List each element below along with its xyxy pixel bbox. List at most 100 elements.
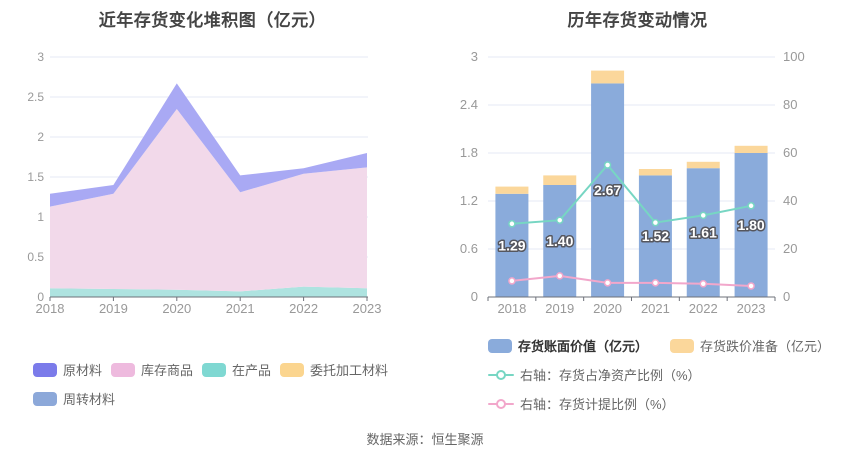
legend-label: 在产品 — [232, 363, 272, 378]
x-tick-label: 2021 — [641, 301, 670, 316]
area-band-1 — [50, 109, 367, 292]
area-band-0 — [50, 286, 367, 297]
line-series-1 — [511, 274, 752, 287]
legend-label: 库存商品 — [141, 363, 194, 378]
legend-label: 委托加工材料 — [310, 363, 389, 378]
line-point — [556, 272, 564, 280]
right-tick-label: 0 — [783, 289, 790, 304]
x-tick-label: 2021 — [226, 301, 255, 316]
legend-swatch-icon — [111, 362, 136, 377]
left-tick-label: 0.6 — [460, 241, 478, 256]
bar-book-value — [734, 153, 768, 297]
y-tick-label: 3 — [37, 50, 44, 64]
y-tick-label: 1.5 — [27, 170, 44, 184]
bar-value-label: 1.29 — [498, 237, 525, 253]
y-tick-label: 0.5 — [27, 250, 44, 264]
right-tick-label: 40 — [783, 193, 797, 208]
stacked-area-chart-panel: 近年存货变化堆积图（亿元） 0 0.5 1 1.5 2 2.5 3 2018 2019 2020 2… — [27, 11, 405, 408]
x-tick-label: 2018 — [497, 301, 526, 316]
legend-item[interactable]: 右轴：存货占净资产比例（%） — [488, 365, 701, 384]
legend-label: 存货账面价值（亿元） — [518, 339, 649, 354]
bar-line-chart: 1.29 1.40 2.67 1.52 1.61 1.80 0 0.6 1.2 1.8 2.4 3 0 2… — [460, 49, 805, 316]
legend-label: 原材料 — [63, 363, 103, 378]
line-point — [603, 279, 612, 287]
bar-price-reserve — [591, 70, 625, 84]
y-tick-label: 2.5 — [27, 90, 44, 104]
data-source-note: 数据来源：恒生聚源 — [366, 432, 484, 447]
legend-swatch-icon — [488, 338, 512, 353]
line-point — [508, 277, 516, 285]
x-tick-label: 2020 — [162, 301, 191, 316]
x-tick-label: 2023 — [737, 301, 766, 316]
legend-label: 右轴：存货计提比例（%） — [520, 397, 675, 412]
x-tick-label: 2022 — [689, 301, 718, 316]
legend-item[interactable]: 库存商品 — [111, 360, 193, 379]
left-tick-label: 2.4 — [460, 97, 478, 112]
x-tick-label: 2022 — [289, 301, 318, 316]
line-point — [699, 280, 707, 288]
line-point — [556, 216, 564, 224]
bar-price-reserve — [543, 175, 577, 185]
legend-swatch-icon — [33, 391, 57, 406]
legend-line-marker-icon — [488, 397, 514, 411]
x-tick-label: 2023 — [353, 301, 382, 316]
bar-book-value — [686, 168, 720, 297]
legend-item[interactable]: 右轴：存货计提比例（%） — [488, 394, 675, 413]
legend-swatch-icon — [280, 362, 305, 377]
x-tick-label: 2019 — [99, 301, 128, 316]
bar-book-value — [638, 175, 672, 297]
bar-price-reserve — [686, 161, 720, 169]
legend-row: 存货账面价值（亿元） 存货跌价准备（亿元） — [488, 336, 830, 355]
line-series-0 — [511, 163, 752, 225]
y-tick-label: 1 — [37, 210, 44, 224]
x-tick-label: 2020 — [593, 301, 622, 316]
legend-item[interactable]: 原材料 — [33, 360, 102, 379]
bar-book-value — [591, 83, 625, 298]
right-tick-label: 20 — [783, 241, 797, 256]
legend-swatch-icon — [670, 338, 695, 353]
line-point — [699, 211, 707, 220]
line-point — [651, 279, 660, 287]
line-point — [747, 202, 755, 210]
left-tick-label: 0 — [471, 289, 478, 304]
stacked-area-chart: 0 0.5 1 1.5 2 2.5 3 2018 2019 2020 2021 2022 2023 — [27, 50, 382, 316]
bar-value-label: 1.80 — [737, 217, 764, 233]
legend-item[interactable]: 存货账面价值（亿元） — [488, 336, 648, 355]
bar-price-reserve — [734, 145, 768, 153]
y-tick-label: 2 — [37, 130, 44, 144]
line-point — [603, 161, 612, 169]
right-tick-label: 100 — [783, 49, 805, 64]
bar-price-reserve — [495, 186, 529, 194]
right-tick-label: 60 — [783, 145, 797, 160]
legend-swatch-icon — [33, 362, 57, 377]
y-tick-label: 0 — [37, 290, 44, 304]
bar-value-label: 2.67 — [594, 182, 621, 198]
legend-item[interactable]: 在产品 — [202, 360, 271, 379]
legend-label: 存货跌价准备（亿元） — [700, 339, 831, 354]
legend-item[interactable]: 周转材料 — [33, 389, 115, 408]
legend-item[interactable]: 存货跌价准备（亿元） — [670, 336, 830, 355]
bar-line-chart-panel: 历年存货变动情况 1.29 1.40 2.67 1.52 1.61 1.80 0 0.6 1.2… — [425, 0, 850, 459]
left-tick-label: 1.2 — [460, 193, 478, 208]
x-tick-label: 2018 — [36, 301, 65, 316]
legend-label: 周转材料 — [63, 392, 116, 407]
left-tick-label: 1.8 — [460, 145, 478, 160]
right-chart-title: 历年存货变动情况 — [567, 11, 708, 30]
bar-price-reserve — [638, 169, 672, 176]
bar-value-label: 1.52 — [642, 228, 669, 244]
line-point — [747, 282, 755, 290]
legend-swatch-icon — [202, 362, 227, 377]
x-tick-label: 2019 — [545, 301, 574, 316]
line-point — [651, 218, 660, 227]
legend-item[interactable]: 委托加工材料 — [280, 360, 388, 379]
bar-value-label: 1.61 — [690, 225, 717, 241]
bar-value-label: 1.40 — [546, 233, 573, 249]
left-chart-legend: 原材料 库存商品 在产品 委托加工材料周转材料 — [33, 360, 405, 408]
right-chart-legend: 存货账面价值（亿元） 存货跌价准备（亿元） 右轴：存货占净资产比例（%） 右轴：存货计… — [488, 336, 838, 413]
area-band-2 — [50, 83, 367, 207]
legend-line-marker-icon — [488, 368, 514, 382]
legend-label: 右轴：存货占净资产比例（%） — [520, 368, 701, 383]
left-tick-label: 3 — [471, 49, 478, 64]
line-point — [508, 220, 516, 228]
